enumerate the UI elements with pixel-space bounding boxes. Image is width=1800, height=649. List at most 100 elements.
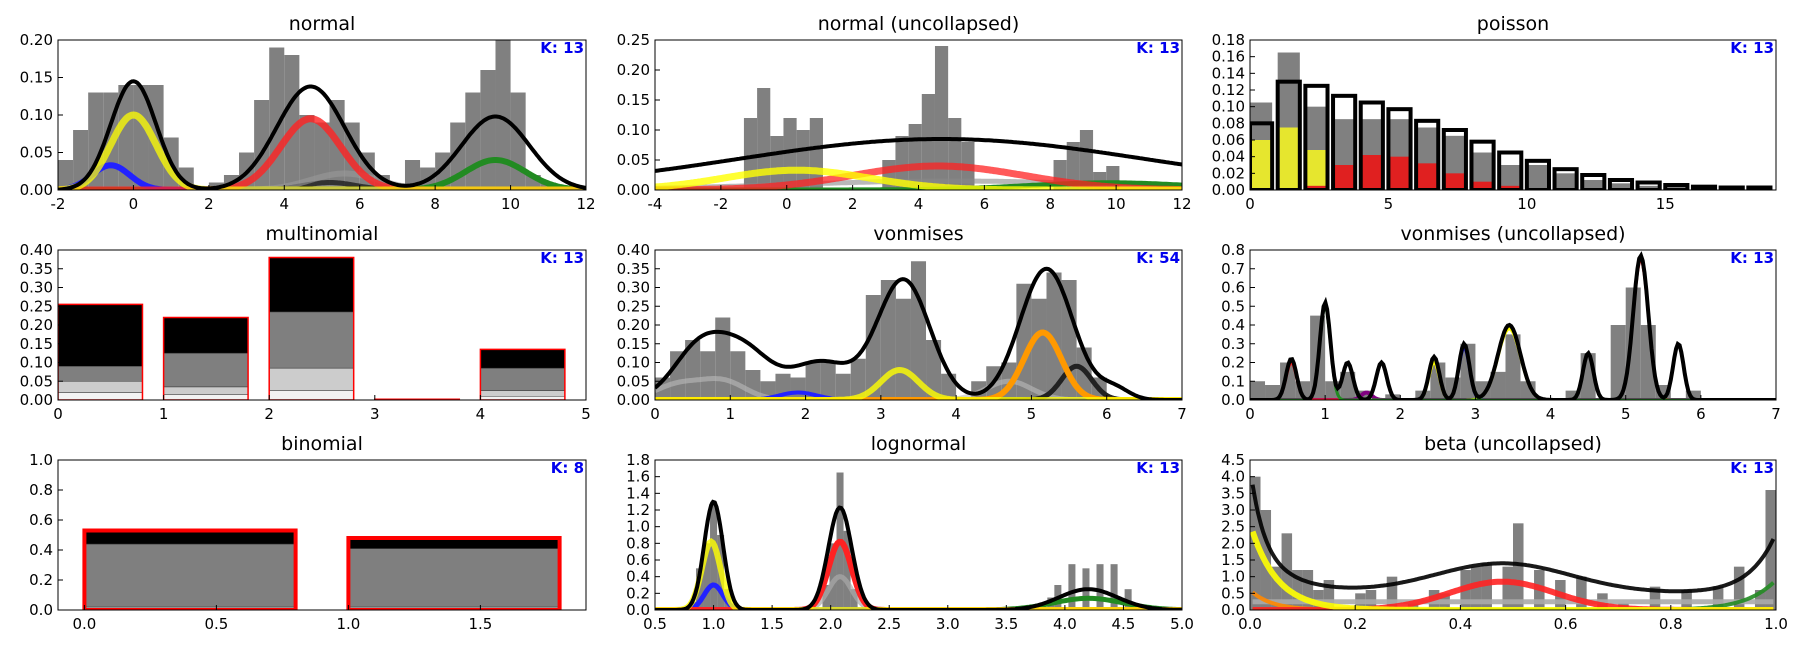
histogram-bar (1292, 570, 1303, 610)
stack-segment (163, 394, 249, 400)
category-bar-outline (268, 256, 355, 400)
x-tick-label: 3.0 (936, 615, 960, 633)
histogram-bar (284, 55, 300, 190)
subplot-title: poisson (1477, 13, 1549, 35)
histogram-bar (882, 160, 896, 190)
x-tick-label: 2 (264, 405, 274, 423)
stack-segment (84, 530, 296, 545)
density-curve (655, 595, 1182, 610)
subplot-1: -2 0 2 4 6 8 10 12 0.00 0.05 0.10 0.15 0.20 normal K: … (20, 13, 596, 213)
histogram-bar (1265, 385, 1281, 400)
x-tick-label: 4 (951, 405, 961, 423)
histogram-bar (1582, 180, 1605, 190)
x-tick-label: 4 (280, 195, 290, 213)
expected-bar (1690, 184, 1718, 190)
histogram-bar (829, 543, 837, 610)
k-label: K: 13 (1136, 39, 1180, 57)
histogram-bar (1576, 576, 1587, 610)
subplot-title: normal (289, 13, 356, 35)
expected-bar (1469, 139, 1496, 190)
histogram-bar (1733, 566, 1745, 610)
stack-segment (268, 311, 354, 369)
histogram-bar (1066, 142, 1080, 190)
density-curve (655, 499, 1182, 610)
plot-area (1250, 52, 1773, 190)
histogram-bar (805, 362, 821, 400)
histogram-bar (1470, 566, 1482, 610)
expected-bar (1635, 180, 1662, 190)
density-curve (58, 180, 586, 190)
y-tick-label: 0.10 (20, 106, 53, 124)
expected-bar (1552, 167, 1579, 190)
density-curve (58, 115, 586, 190)
subplot-3: 0 5 10 150.000.020.040.060.080.100.120.140.… (1212, 13, 1777, 213)
histogram-bar (1124, 589, 1132, 610)
x-tick-label: 0.2 (1343, 615, 1367, 633)
x-tick-label: 10 (1517, 195, 1536, 213)
y-tick-label: 0.08 (1212, 114, 1245, 132)
y-tick-label: 0.00 (20, 391, 53, 409)
x-tick-label: 6 (1102, 405, 1112, 423)
k-label: K: 54 (1136, 249, 1180, 267)
y-tick-label: 0.20 (20, 316, 53, 334)
subplot-title: beta (uncollapsed) (1424, 433, 1602, 455)
x-tick-label: 0 (129, 195, 139, 213)
subplot-9: 0.0 0.2 0.4 0.6 0.8 1.00.00.51.01.52.02.53.03… (1221, 433, 1788, 633)
x-tick-label: 3 (876, 405, 886, 423)
y-tick-label: 0.10 (617, 121, 650, 139)
stack-segment (84, 543, 296, 608)
y-tick-label: 0.00 (20, 181, 53, 199)
subplot-title: normal (uncollapsed) (818, 13, 1020, 35)
density-curve (1250, 302, 1776, 400)
y-tick-label: 4.5 (1221, 451, 1245, 469)
category-bar-outline (58, 303, 144, 400)
x-tick-label: 5 (581, 405, 591, 423)
x-tick-label: 0.5 (643, 615, 667, 633)
x-tick-label: 10 (501, 195, 520, 213)
y-tick-label: 0.2 (29, 571, 53, 589)
y-tick-label: 0.10 (20, 354, 53, 372)
expected-bar (1718, 185, 1745, 190)
density-curve (655, 162, 1182, 190)
x-tick-label: 0.8 (1659, 615, 1683, 633)
histogram-bar (1712, 586, 1724, 610)
histogram-bar (1513, 523, 1524, 610)
density-curve (1250, 484, 1776, 594)
histogram-bar (1323, 580, 1335, 610)
x-tick-label: 2 (801, 405, 811, 423)
y-tick-label: 0.30 (617, 279, 650, 297)
axes-frame (1249, 39, 1777, 191)
k-label: K: 13 (540, 249, 584, 267)
histogram-bar (796, 130, 810, 190)
histogram-bar (1685, 390, 1701, 400)
x-tick-label: 12 (1172, 195, 1191, 213)
histogram-bar (1502, 566, 1513, 610)
histogram-bar (934, 46, 949, 190)
stack-segment (163, 317, 249, 354)
stack-segment (58, 366, 143, 382)
subplot-5: 0 1 2 3 4 5 6 7 0.000.050.100.150.200.250.300.35… (617, 223, 1187, 423)
y-tick-label: 0.00 (617, 391, 650, 409)
density-curve (58, 162, 586, 190)
stack-segment (163, 352, 249, 388)
histogram-bar (790, 377, 806, 400)
component-bar (1389, 156, 1410, 190)
k-label: K: 13 (1730, 39, 1774, 57)
x-tick-label: 2 (1396, 405, 1406, 423)
y-tick-label: 0.20 (617, 61, 650, 79)
y-tick-label: 1.0 (29, 451, 53, 469)
y-tick-label: 0.8 (29, 481, 53, 499)
expected-bar (1331, 93, 1358, 190)
y-tick-label: 0.1 (1221, 372, 1245, 390)
y-tick-label: 0.2 (626, 584, 650, 602)
stack-segment (58, 392, 143, 400)
x-tick-label: 15 (1656, 195, 1675, 213)
axes-frame (1249, 459, 1777, 611)
x-tick-label: 2.5 (877, 615, 901, 633)
x-tick-label: 4 (914, 195, 924, 213)
stack-segment (480, 367, 566, 391)
histogram-bar (921, 94, 935, 190)
y-tick-label: 2.0 (1221, 534, 1245, 552)
x-tick-label: 8 (1045, 195, 1055, 213)
histogram-bar (1610, 325, 1626, 400)
